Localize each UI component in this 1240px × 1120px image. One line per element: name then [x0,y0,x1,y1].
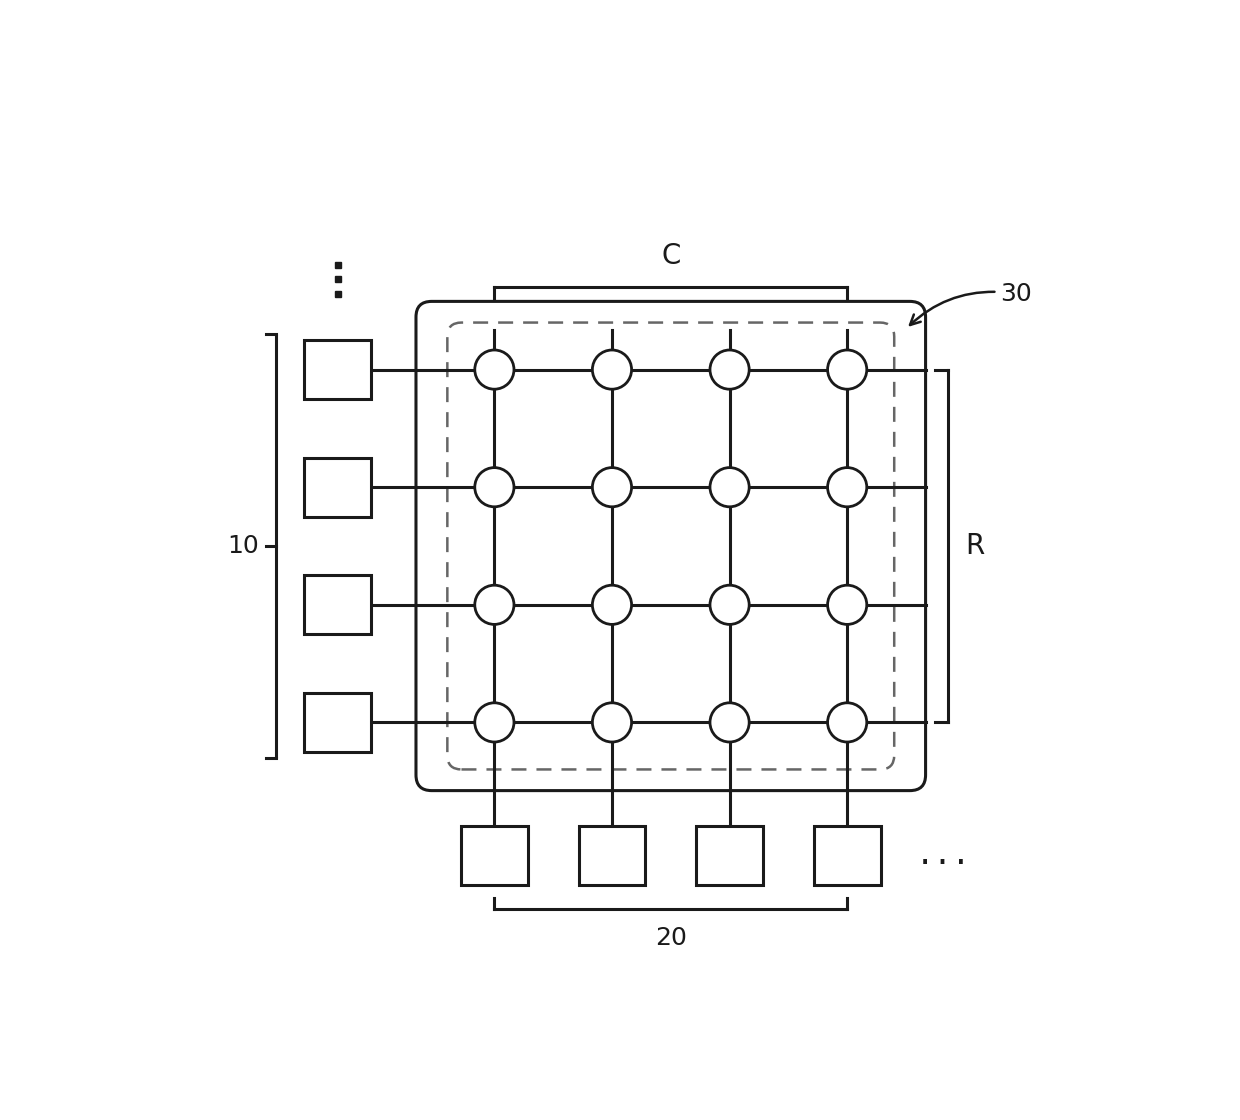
Circle shape [711,468,749,507]
Bar [461,827,528,885]
Circle shape [711,703,749,743]
Circle shape [593,468,631,507]
Circle shape [475,468,515,507]
Bar [813,827,880,885]
Text: 30: 30 [910,281,1032,325]
Circle shape [475,349,515,389]
Bar [304,458,371,516]
Text: C: C [661,242,681,270]
Bar [304,340,371,399]
Circle shape [475,585,515,625]
Text: 10: 10 [228,534,259,558]
Circle shape [711,585,749,625]
Bar [304,693,371,752]
Bar [697,827,763,885]
Text: ...: ... [916,841,971,870]
Bar [579,827,645,885]
Circle shape [593,349,631,389]
Circle shape [711,349,749,389]
Circle shape [475,703,515,743]
Circle shape [827,585,867,625]
Circle shape [827,703,867,743]
Circle shape [827,468,867,507]
Text: R: R [965,532,985,560]
Circle shape [593,703,631,743]
Circle shape [593,585,631,625]
Circle shape [827,349,867,389]
Bar [304,576,371,634]
Text: 20: 20 [655,926,687,950]
